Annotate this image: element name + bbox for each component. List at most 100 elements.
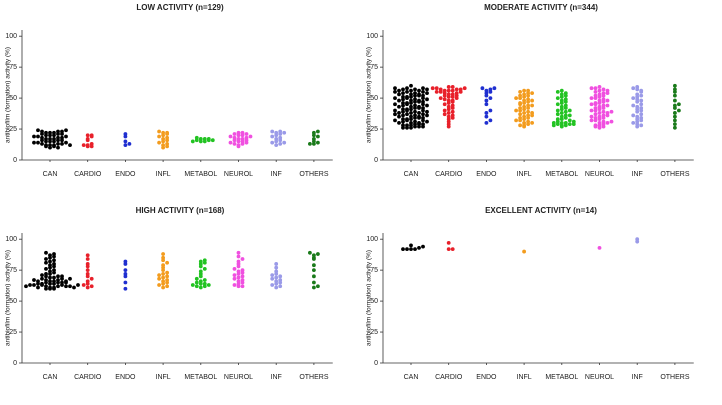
- data-point: [673, 118, 677, 123]
- data-point: [36, 285, 40, 290]
- data-point: [631, 120, 636, 125]
- data-point: [413, 109, 417, 114]
- data-point: [206, 283, 211, 287]
- chart-panel: LOW ACTIVITY (n=129) antibiofilm (formati…: [5, 3, 333, 178]
- data-point: [673, 125, 677, 130]
- data-point: [244, 135, 249, 140]
- data-point: [44, 250, 48, 255]
- data-point: [405, 123, 409, 128]
- data-point: [236, 130, 241, 135]
- data-point: [52, 143, 56, 148]
- y-axis-label: antibiofilm (formation) activity (%): [366, 250, 373, 346]
- data-point: [425, 91, 429, 96]
- data-point: [28, 283, 32, 287]
- data-point: [89, 142, 94, 146]
- data-point: [413, 119, 417, 124]
- data-point: [450, 116, 455, 120]
- y-tick-label: 100: [366, 236, 378, 243]
- data-point: [522, 92, 526, 97]
- data-point: [274, 265, 279, 270]
- y-tick-label: 0: [13, 157, 17, 164]
- y-axis-label: antibiofilm (formation) activity (%): [5, 250, 12, 346]
- data-point: [236, 254, 241, 259]
- data-point: [240, 137, 245, 141]
- data-point: [123, 259, 128, 264]
- data-point: [601, 91, 606, 96]
- data-point: [165, 284, 170, 289]
- data-point: [312, 268, 316, 273]
- y-tick-label: 25: [9, 126, 17, 133]
- data-point: [52, 268, 56, 273]
- data-point: [425, 113, 429, 118]
- data-point: [526, 109, 530, 114]
- data-point: [593, 93, 598, 98]
- data-point: [232, 135, 237, 140]
- data-point: [401, 87, 405, 92]
- y-tick-label: 50: [9, 95, 17, 102]
- data-point: [40, 135, 44, 140]
- data-point: [210, 138, 215, 143]
- x-tick-label: NEUROL: [224, 374, 253, 381]
- data-point: [85, 271, 90, 276]
- x-tick-label: INFL: [156, 171, 171, 178]
- data-point: [127, 142, 132, 146]
- data-point: [397, 111, 401, 115]
- data-point: [609, 119, 614, 124]
- data-point: [274, 275, 279, 280]
- y-tick-label: 25: [9, 329, 17, 336]
- x-tick-label: ENDO: [476, 374, 497, 381]
- panel-title: MODERATE ACTIVITY (n=344): [484, 3, 598, 12]
- data-point: [194, 276, 199, 281]
- x-tick-label: ENDO: [115, 171, 136, 178]
- data-point: [605, 120, 610, 125]
- data-point: [194, 280, 199, 285]
- data-point: [44, 260, 48, 265]
- x-tick-label: NEUROL: [585, 374, 614, 381]
- x-tick-label: INF: [271, 171, 282, 178]
- data-point: [89, 284, 94, 289]
- data-point: [401, 247, 405, 251]
- data-point: [450, 85, 455, 89]
- x-tick-label: CARDIO: [435, 171, 463, 178]
- data-point: [605, 103, 610, 108]
- data-point: [601, 87, 606, 92]
- data-point: [401, 107, 405, 112]
- data-point: [601, 97, 606, 102]
- x-tick-label: CAN: [43, 171, 58, 178]
- data-point: [89, 133, 94, 138]
- data-point: [530, 120, 534, 125]
- data-point: [413, 91, 417, 96]
- y-tick-label: 0: [374, 157, 378, 164]
- data-point: [518, 93, 522, 98]
- x-tick-label: INF: [632, 374, 643, 381]
- data-point: [190, 139, 195, 144]
- data-point: [85, 257, 90, 261]
- data-point: [417, 111, 421, 115]
- data-point: [232, 276, 237, 281]
- data-point: [44, 257, 48, 261]
- data-point: [40, 273, 44, 277]
- data-point: [52, 258, 56, 263]
- data-point: [401, 113, 405, 118]
- data-point: [425, 97, 429, 102]
- data-point: [48, 143, 52, 148]
- data-point: [123, 132, 128, 136]
- y-tick-label: 100: [5, 236, 17, 243]
- x-tick-label: INF: [632, 171, 643, 178]
- data-point: [673, 103, 677, 108]
- data-point: [480, 86, 485, 91]
- data-point: [442, 108, 447, 113]
- data-point: [522, 249, 526, 254]
- data-point: [161, 263, 166, 268]
- data-point: [421, 90, 425, 94]
- panel-title: LOW ACTIVITY (n=129): [136, 3, 224, 12]
- data-point: [438, 87, 443, 92]
- chart-panel: MODERATE ACTIVITY (n=344) antibiofilm (fo…: [366, 3, 694, 178]
- data-point: [563, 91, 568, 96]
- x-tick-label: CARDIO: [74, 374, 102, 381]
- data-point: [518, 90, 522, 94]
- x-tick-label: METABOL: [545, 171, 578, 178]
- data-point: [397, 104, 401, 109]
- data-point: [248, 134, 253, 139]
- data-point: [522, 104, 526, 109]
